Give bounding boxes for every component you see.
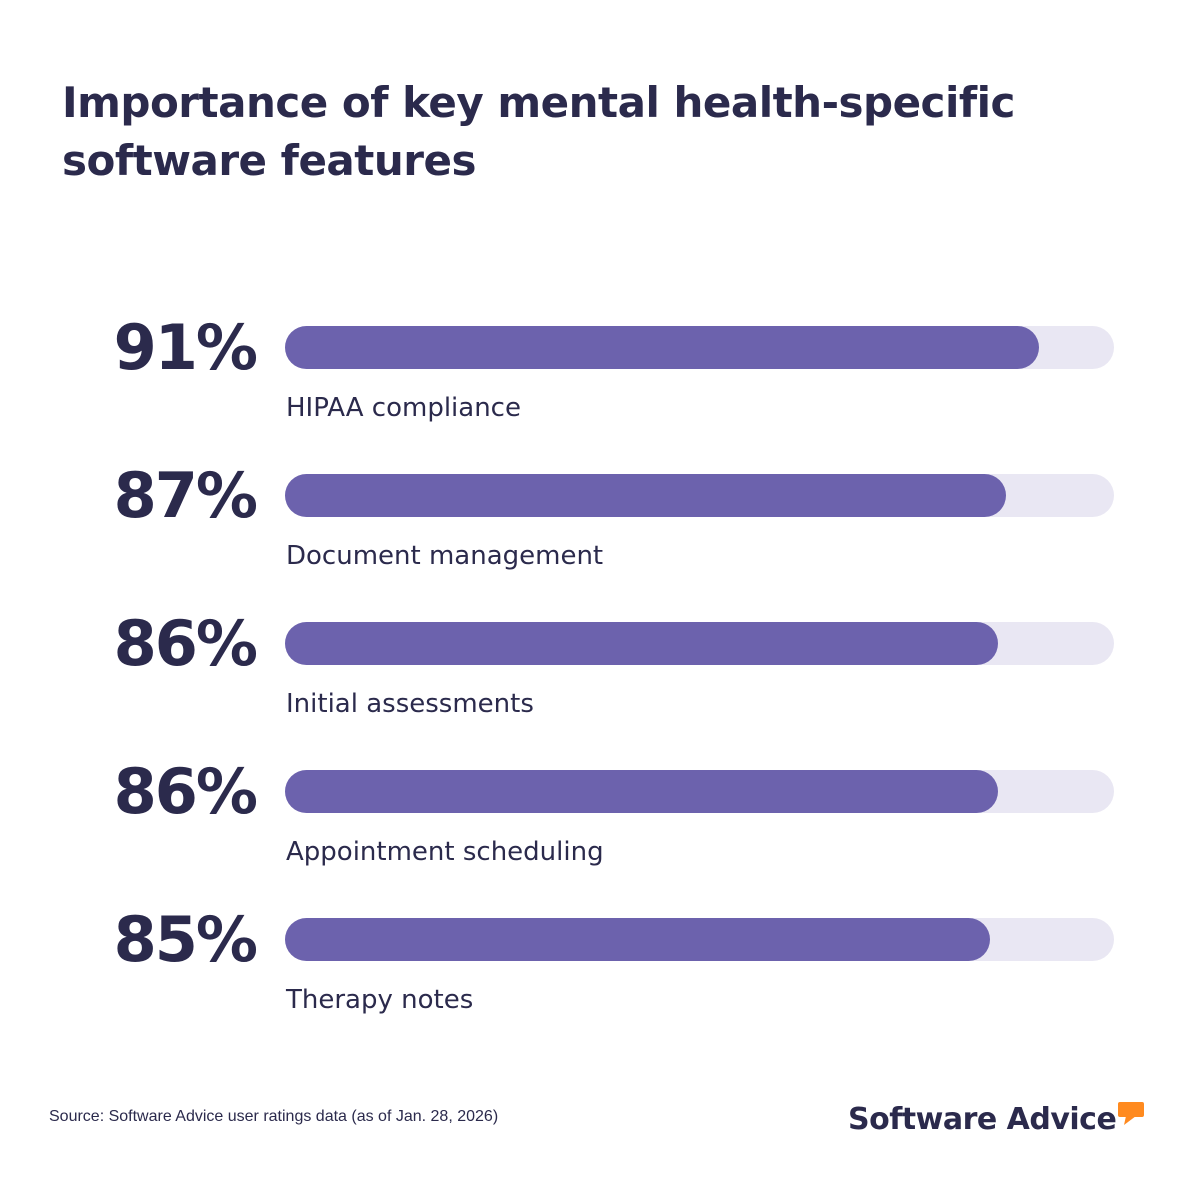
category-label: Document management <box>286 541 604 571</box>
bar <box>285 770 998 813</box>
bar-row: 91% HIPAA compliance <box>0 311 1200 446</box>
bar <box>285 622 998 665</box>
bar-track <box>285 770 1114 813</box>
bar-track <box>285 918 1114 961</box>
chart-title: Importance of key mental health-specific… <box>62 78 1015 185</box>
bar-track <box>285 474 1114 517</box>
category-label: HIPAA compliance <box>286 393 521 423</box>
brand-logo: Software Advice <box>848 1100 1145 1140</box>
bar-row: 86% Appointment scheduling <box>0 755 1200 890</box>
bar-row: 85% Therapy notes <box>0 903 1200 1038</box>
bar-value-label: 91% <box>113 311 258 384</box>
brand-name: Software Advice <box>848 1102 1117 1137</box>
source-note: Source: Software Advice user ratings dat… <box>49 1108 499 1125</box>
category-label: Appointment scheduling <box>286 837 604 867</box>
bar-value-label: 86% <box>113 607 258 680</box>
bar-value-label: 85% <box>113 903 258 976</box>
bar-track <box>285 326 1114 369</box>
bar-value-label: 86% <box>113 755 258 828</box>
bar <box>285 474 1006 517</box>
speech-bubble-icon <box>1118 1102 1145 1126</box>
bar-row: 86% Initial assessments <box>0 607 1200 742</box>
bar-track <box>285 622 1114 665</box>
category-label: Initial assessments <box>286 689 534 719</box>
bar <box>285 918 990 961</box>
bar <box>285 326 1039 369</box>
bar-row: 87% Document management <box>0 459 1200 594</box>
bar-value-label: 87% <box>113 459 258 532</box>
category-label: Therapy notes <box>286 985 474 1015</box>
